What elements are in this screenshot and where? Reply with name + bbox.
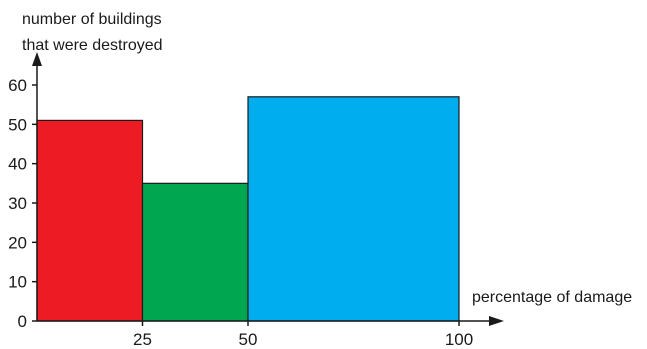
x-axis-arrow-icon xyxy=(489,316,504,326)
bars-group xyxy=(36,96,460,322)
y-tick-label-10: 10 xyxy=(8,273,27,292)
x-axis-label: percentage of damage xyxy=(472,289,632,306)
y-tick-label-50: 50 xyxy=(8,115,27,134)
y-axis-arrow-icon xyxy=(32,52,42,66)
bar-50-100 xyxy=(247,96,460,322)
y-tick-label-0: 0 xyxy=(18,312,27,331)
y-ticks-group: 0 10 20 30 40 50 60 xyxy=(8,76,37,331)
x-tick-label-100: 100 xyxy=(445,330,473,349)
bar-0-25 xyxy=(36,119,144,322)
y-tick-label-40: 40 xyxy=(8,155,27,174)
x-tick-label-25: 25 xyxy=(133,330,152,349)
y-tick-label-20: 20 xyxy=(8,233,27,252)
y-tick-label-30: 30 xyxy=(8,194,27,213)
x-ticks-group: 25 50 100 xyxy=(133,321,473,349)
y-axis-label-line-2: that were destroyed xyxy=(22,37,163,54)
y-axis-label-line-1: number of buildings xyxy=(22,11,162,28)
x-tick-label-50: 50 xyxy=(239,330,258,349)
y-tick-label-60: 60 xyxy=(8,76,27,95)
bar-25-50 xyxy=(141,182,249,322)
